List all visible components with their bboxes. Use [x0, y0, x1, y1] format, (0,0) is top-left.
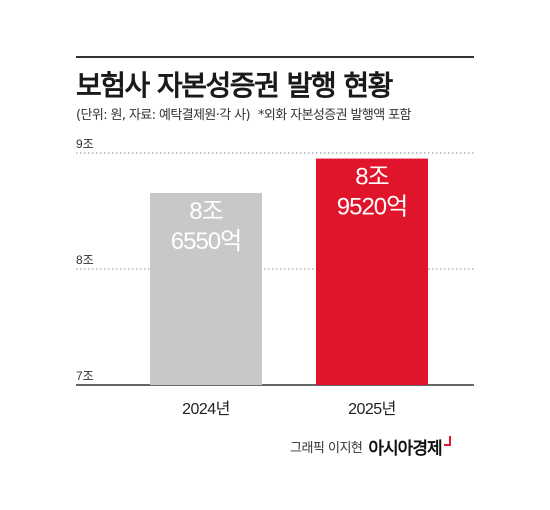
y-tick-label: 9조 — [76, 137, 94, 151]
footnote: *외화 자본성증권 발행액 포함 — [258, 108, 411, 123]
y-tick-label: 8조 — [76, 253, 94, 267]
title-rule — [76, 56, 474, 58]
brand-mark-icon — [443, 436, 451, 446]
bar-2024년 — [150, 193, 262, 385]
source-note: (단위: 원, 자료: 예탁결제원·각 사) — [76, 108, 251, 123]
data-label: 8조 — [355, 164, 388, 191]
credit: 그래픽 이지현 아시아경제 — [290, 434, 451, 459]
chart-subtitle: (단위: 원, 자료: 예탁결제원·각 사) *외화 자본성증권 발행액 포함 — [76, 104, 411, 123]
data-label: 9520억 — [337, 194, 407, 221]
brand-logo: 아시아경제 — [368, 439, 442, 459]
graphic-byline: 그래픽 이지현 — [290, 441, 363, 456]
chart-title: 보험사 자본성증권 발행 현황 — [76, 69, 393, 102]
data-label: 6550억 — [171, 228, 241, 255]
data-label: 8조 — [189, 198, 222, 225]
bar-2025년 — [316, 158, 428, 385]
y-tick-label: 7조 — [76, 369, 94, 383]
x-tick-label: 2025년 — [348, 400, 396, 418]
x-tick-label: 2024년 — [182, 400, 230, 418]
